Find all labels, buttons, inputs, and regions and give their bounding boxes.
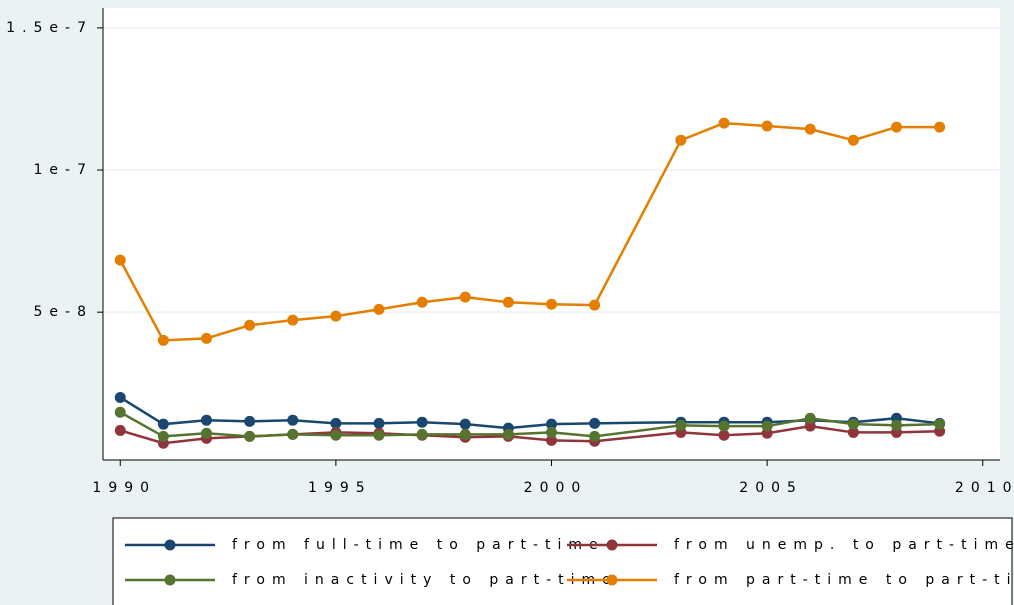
series-marker [201,427,212,439]
x-tick-label: 2000 [524,480,588,496]
series-marker [847,426,859,438]
series-marker [114,254,126,266]
series-marker [244,319,256,331]
series-marker [546,426,557,438]
series-marker [459,418,471,430]
x-tick-label: 1990 [92,480,156,496]
series-marker [675,134,687,146]
series-marker [589,430,601,442]
series-marker [718,117,730,129]
series-marker [761,420,773,432]
x-tick-label: 2005 [739,480,803,496]
legend-label: from part-time to part-time [674,572,1014,588]
series-marker [459,291,471,303]
series-marker [330,310,342,322]
series-marker [330,417,342,429]
series-marker [718,429,730,441]
series-marker [546,418,557,430]
series-marker [157,418,169,430]
series-marker [718,420,730,432]
legend-marker [606,574,618,586]
series-marker [114,406,126,418]
series-marker [546,298,557,310]
series-marker [502,428,514,440]
legend-label: from unemp. to part-time [674,537,1014,553]
series-marker [287,314,299,326]
series-marker [373,417,385,429]
legend-marker [606,539,618,551]
series-marker [891,121,902,133]
series-marker [244,430,256,442]
legend-box [112,517,1013,605]
series-marker [934,121,946,133]
legend-marker [164,539,176,551]
series-marker [373,303,385,315]
series-marker [201,414,212,426]
x-tick-label: 2010 [955,480,1014,496]
series-marker [416,428,428,440]
series-marker [287,428,299,440]
series-marker [157,430,169,442]
x-tick-label: 1995 [308,480,372,496]
series-marker [589,417,601,429]
legend-label: from full-time to part-time [232,537,605,553]
series-marker [459,428,471,440]
plot-area [103,8,1000,460]
series-marker [201,332,212,344]
y-tick-label: 1.5e-7 [6,20,93,36]
series-marker [114,424,126,436]
series-marker [589,299,601,311]
series-marker [373,429,385,441]
series-marker [761,120,773,132]
series-marker [804,412,816,424]
series-marker [546,434,557,446]
series-marker [502,296,514,308]
series-marker [287,414,299,426]
series-marker [416,416,428,428]
series-marker [157,334,169,346]
series-marker [416,296,428,308]
y-tick-label: 1e-7 [34,162,93,178]
legend-label: from inactivity to part-time [232,572,618,588]
series-marker [244,415,256,427]
series-marker [934,418,946,430]
series-marker [675,419,687,431]
series-marker [804,420,816,432]
series-marker [891,419,902,431]
series-marker [330,429,342,441]
series-marker [114,391,126,403]
legend-marker [164,574,176,586]
series-marker [847,134,859,146]
series-marker [847,418,859,430]
series-marker [804,123,816,135]
y-tick-label: 5e-8 [34,304,93,320]
